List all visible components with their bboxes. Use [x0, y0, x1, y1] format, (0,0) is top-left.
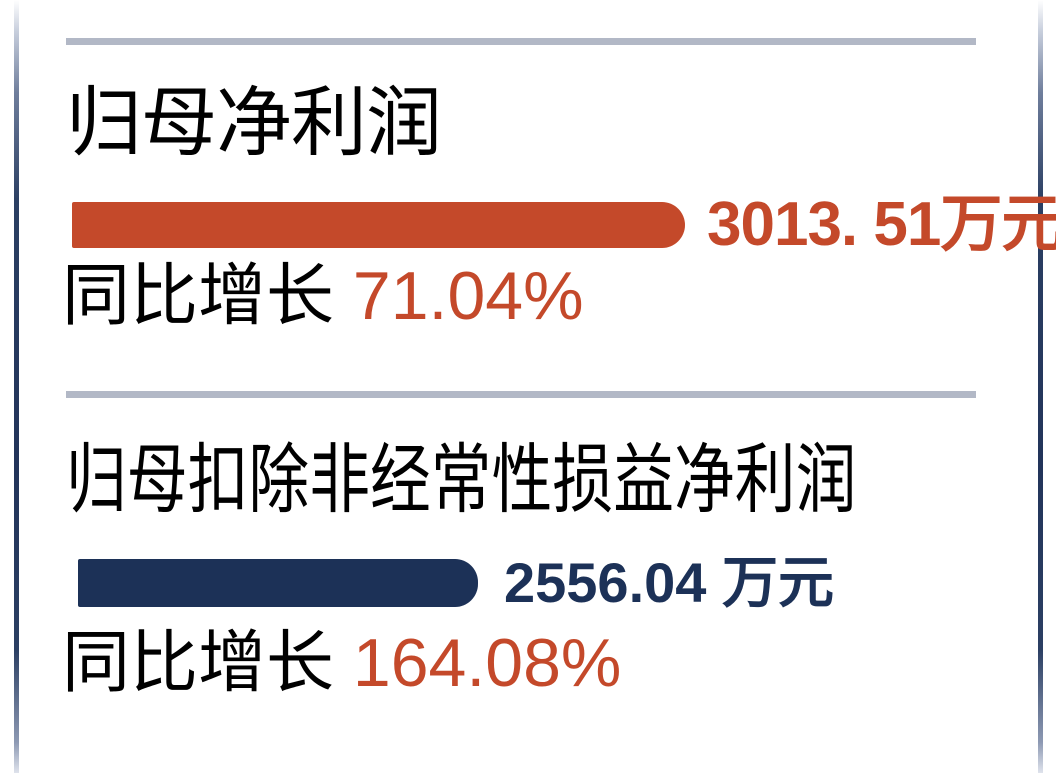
metric-bar-row: 3013. 51万元	[66, 194, 1056, 256]
card-left-border	[14, 0, 19, 773]
metric-growth-row: 同比增长 164.08%	[62, 629, 621, 697]
growth-value: 71.04%	[352, 258, 584, 334]
metric-title: 归母净利润	[66, 81, 442, 166]
metric-bar	[78, 559, 478, 607]
top-divider	[66, 38, 976, 45]
metric-growth-row: 同比增长 71.04%	[62, 262, 584, 330]
metric-value-label: 2556.04 万元	[504, 551, 834, 614]
metric-bar-row: 2556.04 万元	[66, 555, 834, 611]
metric-title: 归母扣除非经常性损益净利润	[66, 438, 857, 523]
growth-spacer	[334, 258, 353, 334]
metric-value-label: 3013. 51万元	[707, 190, 1056, 259]
growth-value: 164.08%	[352, 625, 622, 701]
card-right-border	[1038, 0, 1043, 773]
middle-divider	[66, 391, 976, 398]
metric-bar	[72, 202, 685, 248]
growth-spacer	[334, 625, 353, 701]
growth-label: 同比增长	[62, 258, 335, 334]
growth-label: 同比增长	[62, 625, 335, 701]
